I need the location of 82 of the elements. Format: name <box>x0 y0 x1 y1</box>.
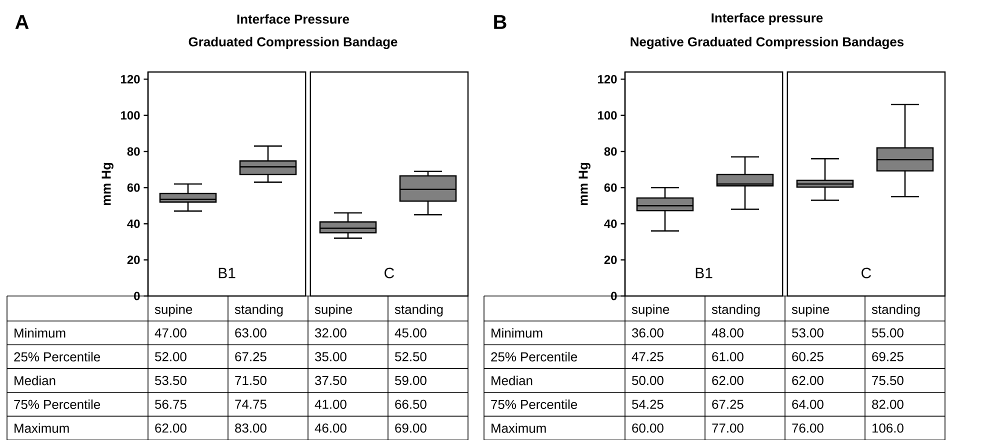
chart-subtitle: Negative Graduated Compression Bandages <box>630 36 904 50</box>
x-tick-label: supine <box>632 304 670 317</box>
text: 69.00 <box>395 423 426 433</box>
y-tick-label: 120 <box>121 74 140 84</box>
text: 76.00 <box>792 423 824 433</box>
text: 52.00 <box>155 352 186 362</box>
text: 74.75 <box>235 400 266 409</box>
x-tick-label: supine <box>792 304 830 317</box>
text: 82.00 <box>872 400 904 409</box>
text: 36.00 <box>632 328 664 338</box>
text: 83.00 <box>235 423 266 433</box>
text: 53.50 <box>155 376 186 386</box>
x-tick-label: supine <box>314 304 352 317</box>
text: 54.25 <box>632 400 664 409</box>
text: 55.00 <box>872 328 904 338</box>
text: 46.00 <box>314 423 346 433</box>
text: 45.00 <box>394 328 426 338</box>
annotation: C <box>384 268 394 278</box>
y-tick-label: 40 <box>604 220 617 228</box>
text: 41.00 <box>314 400 346 409</box>
y-tick-label: 100 <box>121 111 140 120</box>
y-tick-label: 60 <box>127 183 140 192</box>
y-tick-label: 40 <box>127 220 140 228</box>
text: 35.00 <box>315 352 346 362</box>
y-tick-label: 80 <box>604 147 617 156</box>
text: 60.00 <box>632 423 664 433</box>
text: 66.50 <box>395 400 426 409</box>
y-axis-title: mm Hg <box>578 162 590 206</box>
text: 47.00 <box>154 328 186 338</box>
text: 62.00 <box>712 376 744 386</box>
text: 67.25 <box>235 352 266 362</box>
text: 32.00 <box>315 328 346 338</box>
text: 25% Percentile <box>14 352 100 362</box>
text: 71.50 <box>235 376 266 386</box>
text: Maximum <box>14 423 69 433</box>
text: 63.00 <box>235 328 266 338</box>
text: 25% Percentile <box>491 352 578 362</box>
y-tick-label: 20 <box>127 256 140 264</box>
annotation: B1 <box>696 268 712 278</box>
y-tick-label: 100 <box>598 111 617 120</box>
x-tick-label: standing <box>394 304 443 317</box>
text: 64.00 <box>792 400 824 409</box>
text: 37.50 <box>315 376 346 386</box>
y-tick-label: 120 <box>598 74 617 84</box>
y-tick-label: 80 <box>127 147 140 156</box>
text: 75% Percentile <box>491 400 578 410</box>
y-tick-label: 60 <box>604 183 617 192</box>
annotation: C <box>862 268 872 278</box>
text: A <box>15 15 29 29</box>
chart-title: Interface pressure <box>712 12 823 26</box>
text: 61.00 <box>712 352 744 362</box>
text: Median <box>14 376 56 386</box>
text: 56.75 <box>155 400 186 409</box>
text: Median <box>492 376 532 386</box>
x-tick-label: supine <box>154 304 192 317</box>
text: 48.00 <box>712 328 744 338</box>
text: 62.00 <box>792 376 824 386</box>
text: 59.00 <box>395 376 426 386</box>
x-tick-label: standing <box>712 304 760 317</box>
text: 62.00 <box>155 423 186 433</box>
x-tick-label: standing <box>234 304 283 317</box>
text: B <box>494 15 506 29</box>
text: 47.25 <box>632 352 664 362</box>
x-tick-label: standing <box>872 304 920 317</box>
text: 60.25 <box>792 352 824 362</box>
y-axis-title: mm Hg <box>102 162 114 206</box>
text: 69.25 <box>872 352 904 362</box>
text: 53.00 <box>792 328 824 338</box>
chart-subtitle: Graduated Compression Bandage <box>188 36 398 50</box>
annotation: B1 <box>218 268 236 278</box>
text: Minimum <box>14 328 66 338</box>
text: 50.00 <box>632 376 664 386</box>
text: 77.00 <box>712 423 744 433</box>
y-tick-label: 20 <box>604 256 617 264</box>
text: 75% Percentile <box>14 400 100 410</box>
text: Minimum <box>492 328 542 338</box>
text: 67.25 <box>712 400 744 409</box>
text: 75.50 <box>872 376 904 386</box>
text: 106.0 <box>872 423 904 433</box>
text: Maximum <box>492 423 546 433</box>
text: 52.50 <box>395 352 426 362</box>
chart-title: Interface Pressure <box>237 14 350 24</box>
